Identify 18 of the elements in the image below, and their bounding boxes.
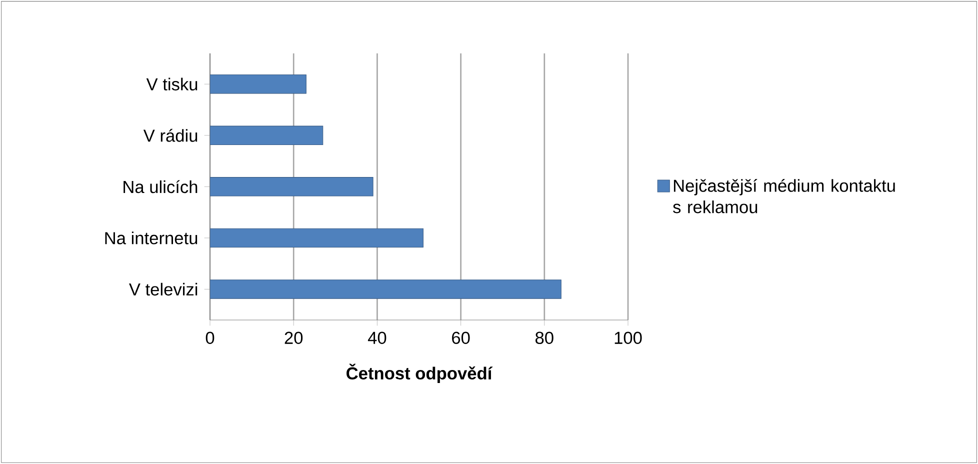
y-tick-label: Na internetu <box>105 232 198 244</box>
x-tick-label: 100 <box>614 332 642 344</box>
bar <box>210 74 306 94</box>
bar <box>210 126 324 145</box>
legend-label: Nejčastější médium kontaktu s reklamou <box>673 178 895 214</box>
bar <box>210 177 374 196</box>
bar <box>210 280 562 299</box>
y-tick-label: V televizi <box>129 282 198 296</box>
x-tick-label: 0 <box>206 332 214 344</box>
bar <box>210 228 424 248</box>
x-axis-title: Četnost odpovědí <box>346 364 493 383</box>
x-tick-label: 60 <box>452 332 470 344</box>
x-tick-label: 40 <box>368 332 386 344</box>
y-tick-label: V rádiu <box>143 128 198 142</box>
y-tick-label: V tisku <box>146 78 198 90</box>
x-tick-label: 20 <box>284 332 303 344</box>
x-tick-label: 80 <box>536 332 554 344</box>
y-tick-label: Na ulicích <box>124 180 198 194</box>
